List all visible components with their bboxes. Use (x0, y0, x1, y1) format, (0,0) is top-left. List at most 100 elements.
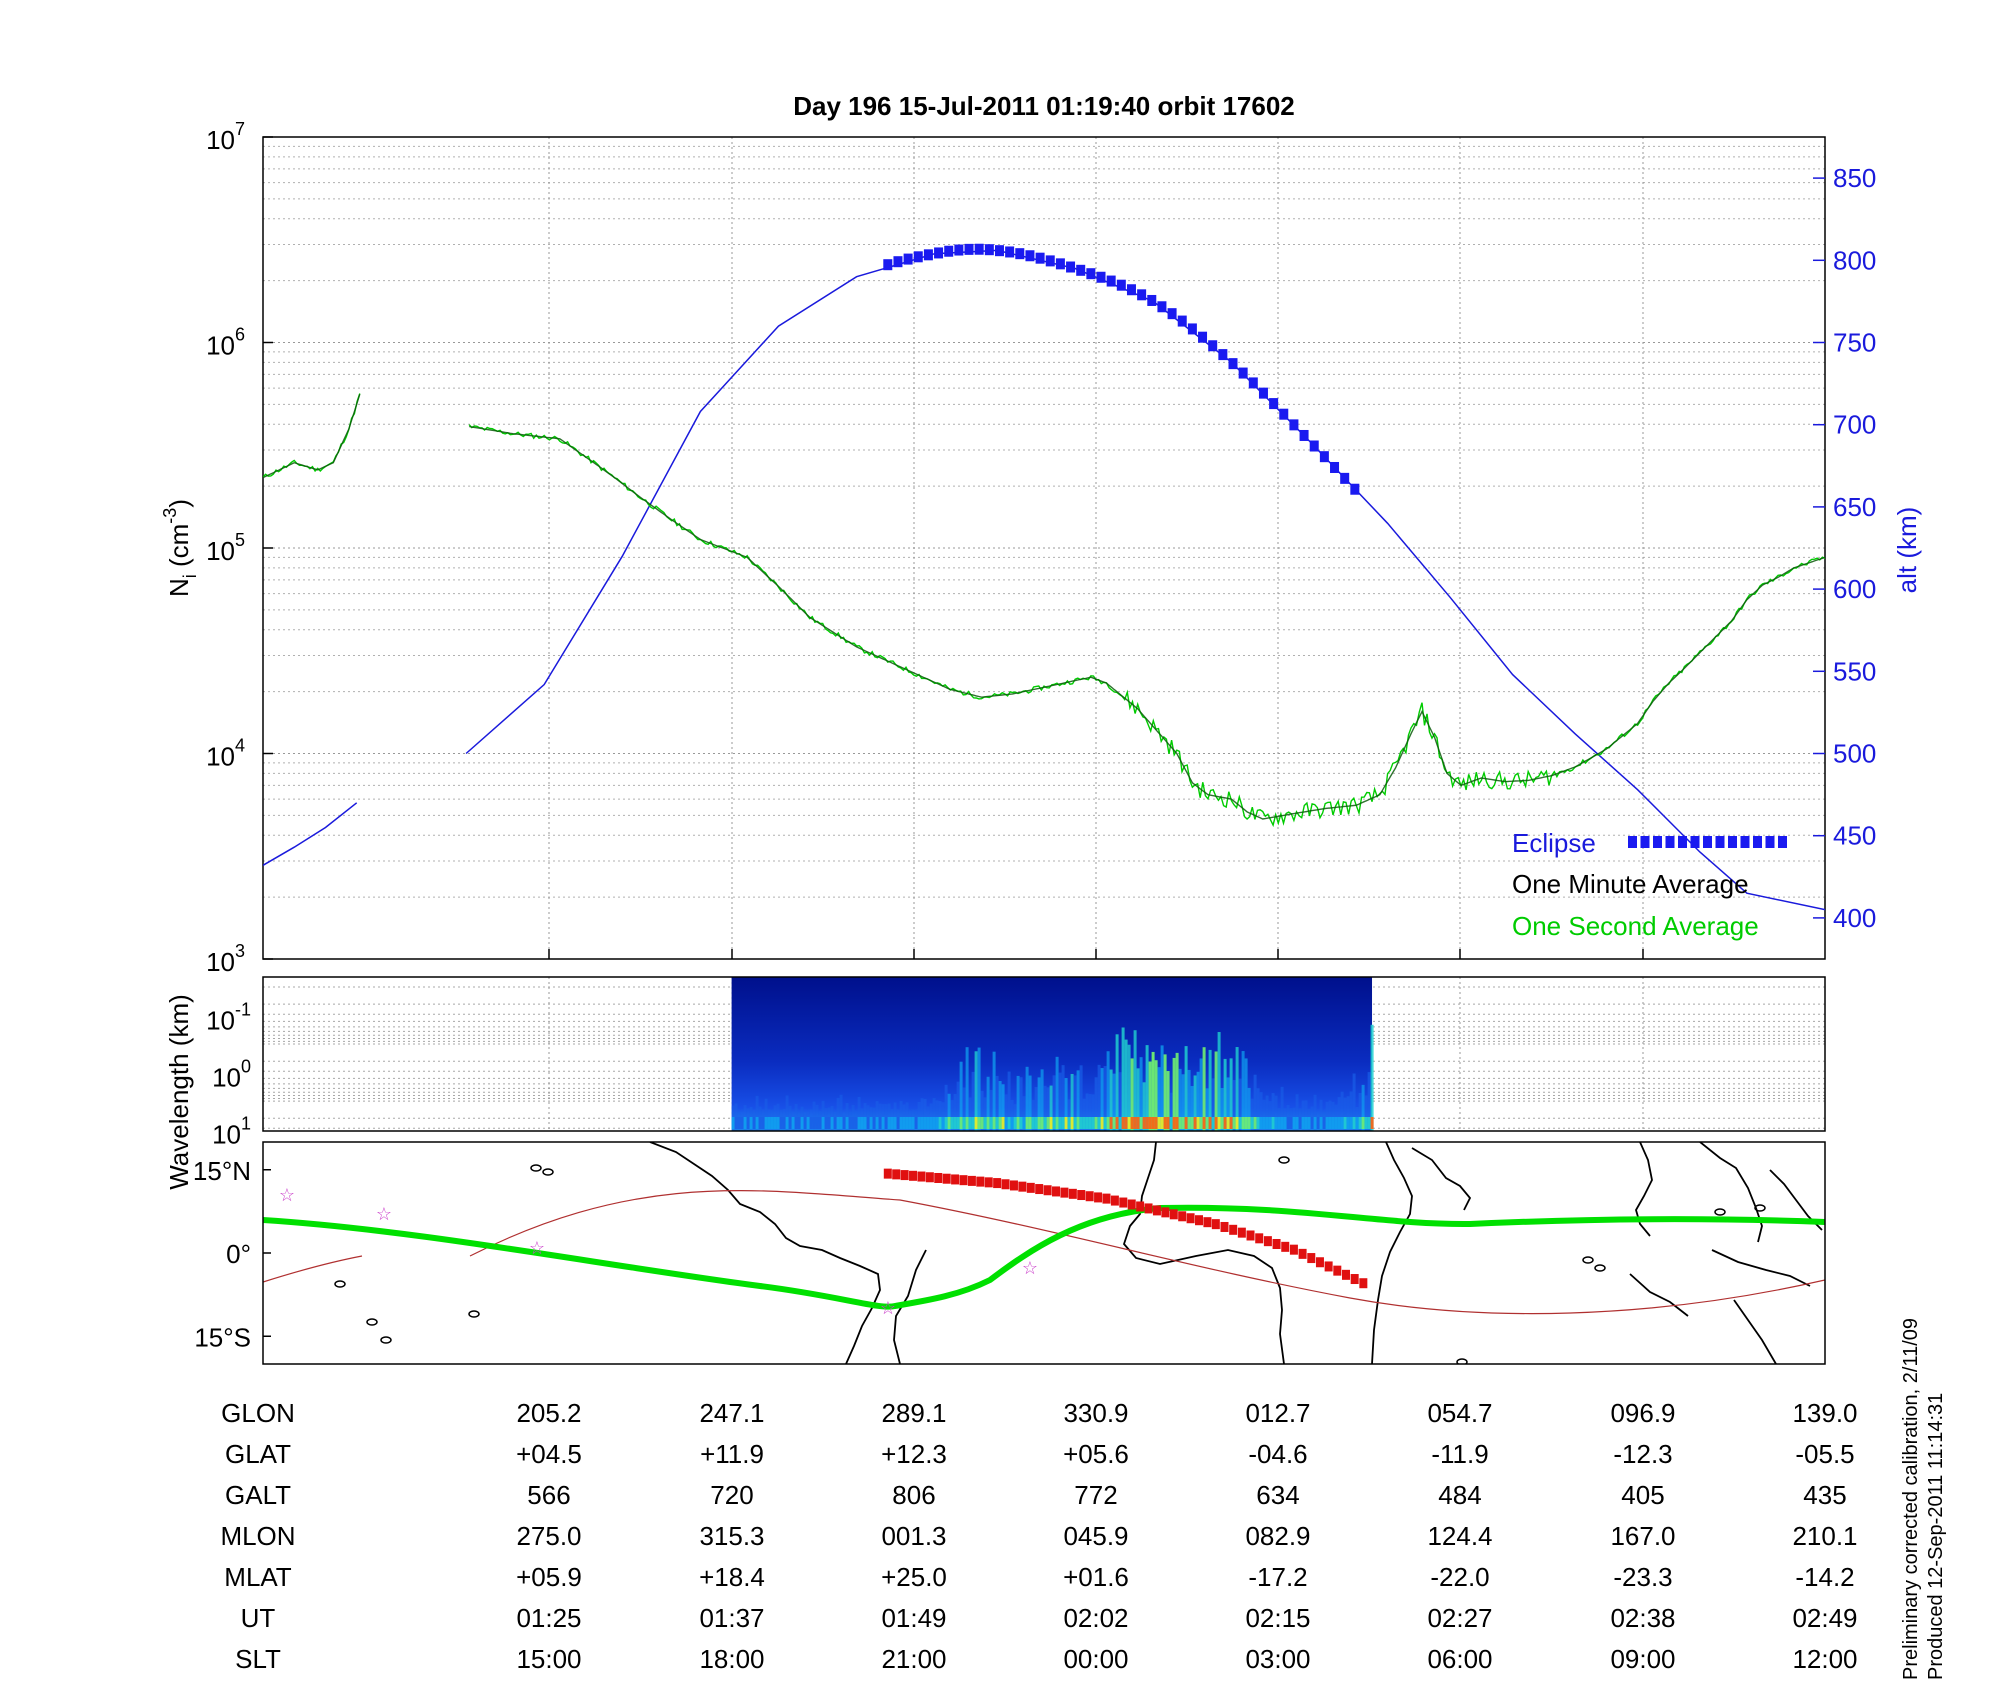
spectrogram-base-cell (1178, 1117, 1182, 1129)
eclipse-track-marker (1315, 1257, 1324, 1268)
island (1594, 1264, 1606, 1272)
calibration-note: Preliminary corrected calibration, 2/11/… (1900, 1318, 1922, 1680)
spectrogram-base-cell (1055, 1117, 1059, 1129)
spectrogram-column (1091, 1094, 1095, 1131)
orbit-track-thin (263, 1255, 363, 1283)
spectrogram-base-cell (1136, 1117, 1140, 1129)
spectrogram-column (1259, 1092, 1263, 1131)
spectrogram-column (1160, 1045, 1164, 1131)
spectrogram-column (1181, 1074, 1185, 1131)
island (366, 1318, 378, 1326)
spectrogram-column (1223, 1058, 1227, 1131)
right-tick-label: 750 (1833, 328, 1876, 358)
eclipse-track-marker (1203, 1217, 1212, 1228)
spectrogram-column (1262, 1099, 1266, 1131)
spectrogram-column (1019, 1077, 1023, 1131)
eclipse-marker (1279, 408, 1289, 420)
eclipse-swatch-mark (1690, 836, 1700, 848)
eclipse-track-marker (1001, 1179, 1010, 1190)
spectrogram-base-cell (989, 1117, 993, 1129)
ephemeris-cell: 484 (1438, 1480, 1481, 1510)
eclipse-marker (1299, 429, 1309, 441)
legend-eclipse-swatch (1628, 836, 1787, 848)
spectrogram-base-cell (1256, 1117, 1260, 1129)
spectrogram-column (944, 1084, 948, 1131)
ephemeris-cell: 01:49 (881, 1603, 946, 1633)
eclipse-swatch-mark (1728, 836, 1737, 848)
right-tick-label: 850 (1833, 163, 1876, 193)
ephemeris-cell: -23.3 (1613, 1562, 1672, 1592)
eclipse-marker (1147, 294, 1157, 306)
eclipse-track-marker (951, 1174, 960, 1185)
one-minute-density-line (263, 393, 361, 479)
one-minute-density-line (469, 425, 1825, 820)
eclipse-swatch-mark (1628, 836, 1637, 848)
spectrogram-base-cell (1163, 1117, 1167, 1129)
spectrogram-base-cell (1004, 1117, 1008, 1129)
spectrogram-column (1280, 1086, 1284, 1131)
spectrogram-column (1052, 1075, 1056, 1131)
spectrogram-column (1076, 1070, 1080, 1131)
spectrogram-base-cell (1022, 1117, 1026, 1129)
spectrogram-column (1313, 1094, 1317, 1131)
spectrogram-base-cell (1337, 1117, 1341, 1129)
eclipse-track-marker (942, 1173, 951, 1184)
eclipse-track-marker (1255, 1233, 1264, 1244)
spectrogram-base-cell (794, 1117, 798, 1129)
spectrogram-base-cell (932, 1117, 936, 1129)
ephemeris-cell: +12.3 (881, 1439, 947, 1469)
eclipse-marker (883, 259, 893, 271)
spectrogram-base-cell (926, 1117, 930, 1129)
spectrogram-base-cell (1139, 1117, 1143, 1129)
spectrogram-column (971, 1071, 975, 1131)
eclipse-track-marker (1077, 1190, 1086, 1201)
spectrogram-column (995, 1075, 999, 1131)
spectrogram-base-cell (734, 1117, 738, 1129)
spectrogram-column (1274, 1095, 1278, 1131)
spectrogram-base-cell (971, 1117, 975, 1129)
eclipse-marker (1330, 461, 1340, 473)
spectrogram-base-cell (1277, 1117, 1281, 1129)
spectrogram-base-cell (1127, 1117, 1131, 1129)
right-axis-tick-labels: 400 450 500 550 600 650 700 750 800 850 (1833, 163, 1876, 933)
spectrogram-base-cell (965, 1117, 969, 1129)
spectrogram-column (1070, 1073, 1074, 1131)
spectrogram-column (1232, 1080, 1236, 1131)
spectrogram-base-cell (1046, 1117, 1050, 1129)
star-marker: ☆ (529, 1238, 545, 1258)
spectrogram-base-cell (1250, 1117, 1254, 1129)
eclipse-marker (1248, 377, 1258, 389)
ephemeris-cell: 205.2 (516, 1398, 581, 1428)
spectrogram-base-cell (851, 1117, 855, 1129)
tick-base: 10 (206, 536, 235, 566)
spectrogram-column (1205, 1088, 1209, 1131)
spectrogram-column (1085, 1093, 1089, 1131)
spectrogram-base-cell (1196, 1117, 1200, 1129)
ephemeris-cell: +25.0 (881, 1562, 947, 1592)
ephemeris-cell: 12:00 (1792, 1644, 1857, 1674)
eclipse-track-marker (1144, 1203, 1153, 1214)
eclipse-marker (1066, 261, 1076, 273)
eclipse-track-marker (1136, 1201, 1145, 1212)
spectrogram-base-cell (1334, 1117, 1338, 1129)
spectrogram-column (1166, 1071, 1170, 1131)
spectrogram-base-cell (1289, 1117, 1293, 1129)
right-tick-label: 800 (1833, 245, 1876, 275)
spectrogram-column (1352, 1073, 1356, 1131)
spectrogram-base-cell (1061, 1117, 1065, 1129)
spectrogram-column (1040, 1069, 1044, 1131)
island (468, 1310, 480, 1318)
spectrogram-column (1088, 1094, 1092, 1131)
eclipse-marker (923, 249, 933, 261)
spectrogram-column (1157, 1067, 1161, 1131)
spectrogram-base-cell (755, 1117, 759, 1129)
spectrogram-base-cell (923, 1117, 927, 1129)
spectrogram-base-cell (1133, 1117, 1137, 1129)
spectrogram-column (1238, 1078, 1242, 1131)
spectrogram-base-cell (1157, 1117, 1161, 1129)
island (1582, 1256, 1594, 1264)
spectrogram-base-cell (1175, 1117, 1179, 1129)
spectrogram-base-cell (1025, 1117, 1029, 1129)
spectrogram-base-cell (1037, 1117, 1041, 1129)
star-marker: ☆ (376, 1204, 392, 1224)
